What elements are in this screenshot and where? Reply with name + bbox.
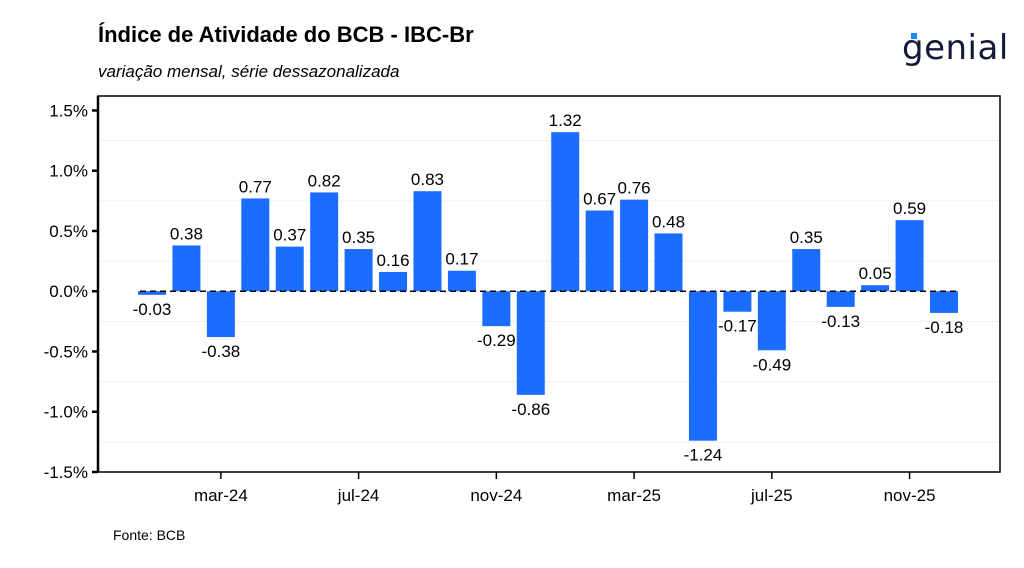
bar-jan-24 xyxy=(138,291,166,295)
data-label: 0.35 xyxy=(342,228,375,247)
bar-abr-25 xyxy=(654,233,683,292)
data-label: 0.83 xyxy=(411,170,444,189)
y-tick-label: 0.0% xyxy=(49,282,88,301)
data-label: -1.24 xyxy=(684,446,723,465)
data-label: 0.05 xyxy=(859,264,892,283)
data-label: -0.18 xyxy=(925,318,964,337)
data-label: -0.38 xyxy=(201,342,240,361)
bar-mar-24 xyxy=(206,291,235,338)
data-label: 0.82 xyxy=(308,171,341,190)
data-label: -0.17 xyxy=(718,317,757,336)
bar-jan-25 xyxy=(551,132,580,292)
y-tick-label: 0.5% xyxy=(49,222,88,241)
x-tick-label: mar-24 xyxy=(194,486,248,505)
chart-subtitle: variação mensal, série dessazonalizada xyxy=(98,62,400,81)
bar-dez-25 xyxy=(930,291,958,313)
bar-nov-25 xyxy=(895,220,924,292)
bar-ago-24 xyxy=(379,271,408,292)
bar-mai-25 xyxy=(688,291,717,441)
bar-jun-24 xyxy=(310,192,339,292)
data-label: 1.32 xyxy=(549,111,582,130)
data-label: 0.59 xyxy=(893,199,926,218)
y-tick-label: 1.5% xyxy=(49,101,88,120)
x-tick-label: jul-25 xyxy=(750,486,793,505)
data-label: 0.76 xyxy=(618,179,651,198)
bar-fev-24 xyxy=(172,245,201,292)
data-label: -0.29 xyxy=(477,331,516,350)
chart-title: Índice de Atividade do BCB - IBC-Br xyxy=(98,22,474,47)
y-tick-label: -0.5% xyxy=(44,342,88,361)
x-tick-label: nov-24 xyxy=(470,486,522,505)
x-tick-label: jul-24 xyxy=(337,486,380,505)
data-label: 0.77 xyxy=(239,177,272,196)
bar-fev-25 xyxy=(585,210,614,292)
bar-out-25 xyxy=(861,285,890,292)
bar-mai-24 xyxy=(275,246,304,292)
logo-accent-icon xyxy=(911,33,917,39)
bar-ago-25 xyxy=(792,249,821,292)
data-label: -0.49 xyxy=(752,355,791,374)
data-label: 0.37 xyxy=(273,226,306,245)
bar-set-24 xyxy=(413,191,442,292)
bar-dez-24 xyxy=(516,291,545,395)
data-label: -0.86 xyxy=(511,400,550,419)
source-note: Fonte: BCB xyxy=(113,527,186,543)
data-label: 0.35 xyxy=(790,228,823,247)
data-label: 0.48 xyxy=(652,212,685,231)
y-tick-label: 1.0% xyxy=(49,162,88,181)
data-label: 0.67 xyxy=(583,189,616,208)
y-tick-label: -1.0% xyxy=(44,403,88,422)
data-label: -0.13 xyxy=(821,312,860,331)
bar-out-24 xyxy=(447,270,476,292)
data-label: -0.03 xyxy=(133,300,172,319)
genial-logo: genial xyxy=(902,28,1009,68)
data-label: 0.38 xyxy=(170,224,203,243)
x-tick-label: nov-25 xyxy=(884,486,936,505)
bar-abr-24 xyxy=(241,198,270,292)
data-label: 0.17 xyxy=(445,250,478,269)
data-label: 0.16 xyxy=(376,251,409,270)
bar-nov-24 xyxy=(482,291,511,327)
bar-jul-25 xyxy=(757,291,786,351)
x-tick-label: mar-25 xyxy=(607,486,661,505)
bar-mar-25 xyxy=(620,199,649,292)
bar-jun-25 xyxy=(723,291,752,312)
bar-set-25 xyxy=(826,291,855,307)
y-tick-label: -1.5% xyxy=(44,463,88,482)
bar-jul-24 xyxy=(344,249,373,292)
